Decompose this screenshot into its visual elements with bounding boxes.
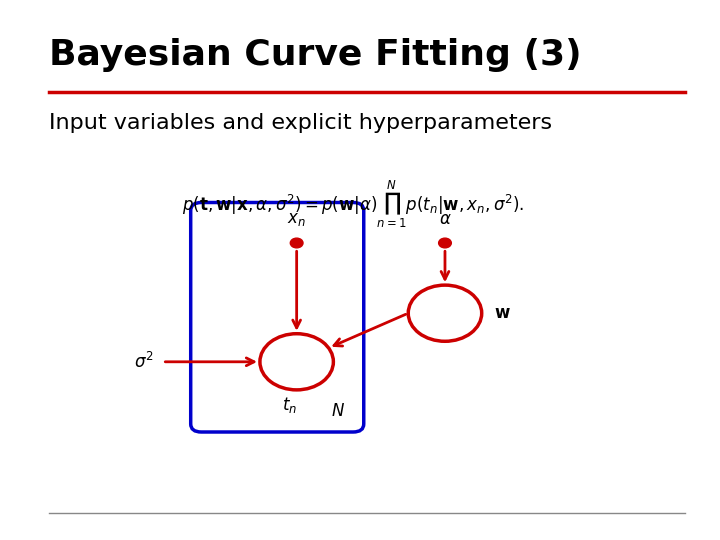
- Text: $x_n$: $x_n$: [287, 210, 306, 228]
- Text: Input variables and explicit hyperparameters: Input variables and explicit hyperparame…: [50, 113, 552, 133]
- Circle shape: [260, 334, 333, 390]
- Text: $p(\mathbf{t}, \mathbf{w}|\mathbf{x}, \alpha, \sigma^2) = p(\mathbf{w}|\alpha) \: $p(\mathbf{t}, \mathbf{w}|\mathbf{x}, \a…: [182, 178, 524, 230]
- Text: $\mathbf{w}$: $\mathbf{w}$: [495, 304, 511, 322]
- Circle shape: [290, 238, 303, 248]
- Circle shape: [438, 238, 451, 248]
- Text: Bayesian Curve Fitting (3): Bayesian Curve Fitting (3): [50, 38, 582, 72]
- Circle shape: [408, 285, 482, 341]
- Text: $\alpha$: $\alpha$: [438, 210, 451, 228]
- Text: $t_n$: $t_n$: [282, 395, 297, 415]
- Text: $\sigma^2$: $\sigma^2$: [134, 352, 153, 372]
- Text: $N$: $N$: [330, 402, 345, 420]
